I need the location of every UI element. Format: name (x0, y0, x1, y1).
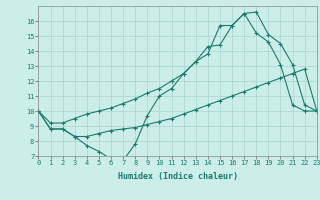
X-axis label: Humidex (Indice chaleur): Humidex (Indice chaleur) (118, 172, 238, 181)
